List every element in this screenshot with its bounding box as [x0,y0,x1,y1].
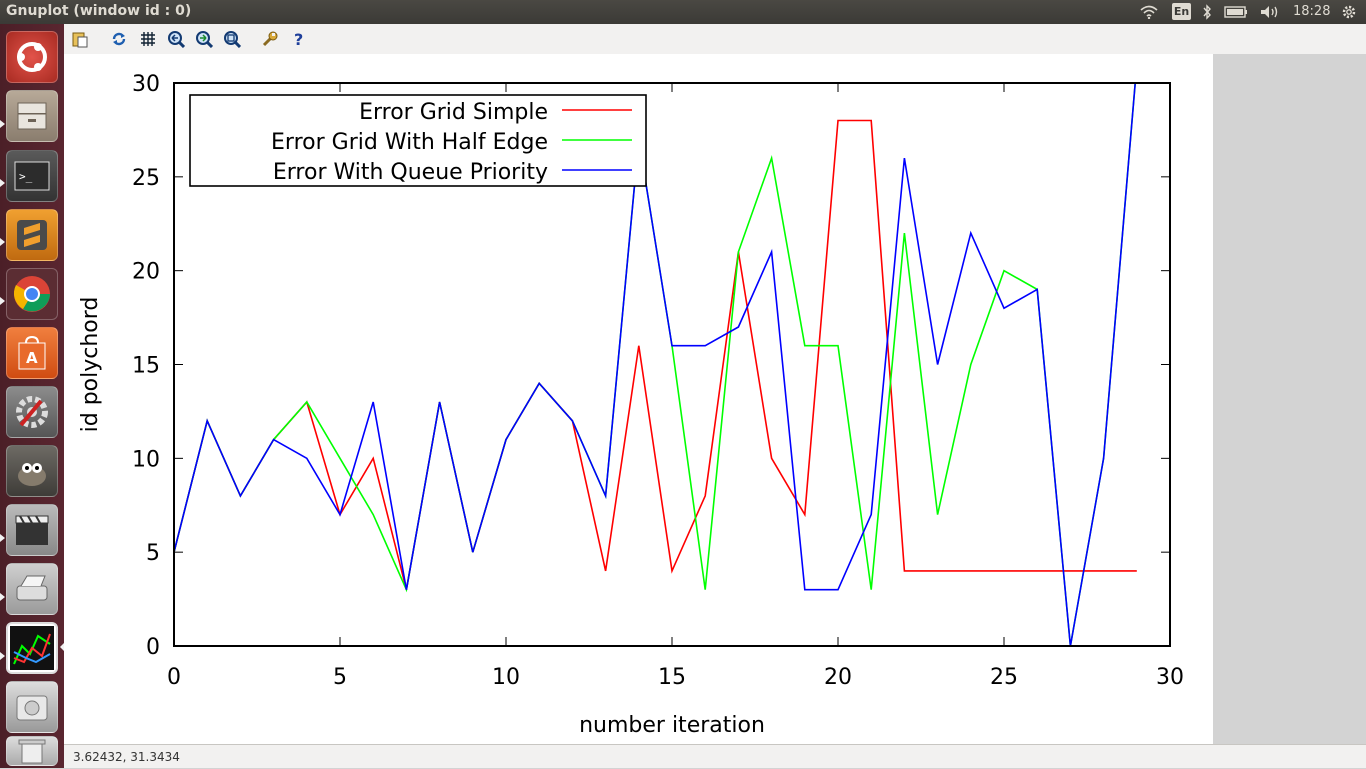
wrench-icon [262,31,278,47]
x-tick-label: 10 [492,665,520,690]
help-icon: ? [294,30,303,48]
y-tick-label: 10 [132,447,160,472]
focused-indicator [60,643,64,651]
top-panel: Gnuplot (window id : 0) En 18:28 [0,0,1366,24]
launcher-item-disk[interactable] [6,681,58,733]
sublime-text-icon [17,220,47,250]
mouse-coordinates: 3.62432, 31.3434 [73,750,180,764]
running-indicator [0,238,5,246]
gimp-icon [18,463,46,486]
launcher-item-gnuplot[interactable] [6,622,58,674]
running-indicator [0,120,5,128]
series-line-1 [174,119,1137,590]
shopping-bag-icon: A [18,335,46,370]
running-indicator [0,593,5,601]
copy-to-clipboard-button[interactable] [70,29,90,49]
launcher-item-scanner[interactable] [6,563,58,615]
autoscale-button[interactable] [222,29,242,49]
replot-button[interactable] [109,29,129,49]
x-tick-label: 30 [1156,665,1184,690]
x-tick-label: 0 [167,665,181,690]
x-tick-label: 15 [658,665,686,690]
y-tick-label: 30 [132,72,160,97]
legend-label: Error Grid With Half Edge [271,130,548,155]
bluetooth-icon[interactable] [1199,0,1215,24]
legend-label: Error Grid Simple [359,100,548,125]
svg-text:A: A [26,349,38,367]
clapperboard-icon [15,515,49,545]
line-chart[interactable]: 0 5 10 15 20 25 30 0 5 10 15 20 25 30 Error Grid Simpl… [64,54,1213,744]
x-tick-label: 20 [824,665,852,690]
y-tick-label: 0 [146,635,160,660]
chromium-icon [13,276,50,312]
running-indicator [0,297,5,305]
zoom-fit-icon [224,31,241,48]
gear-icon[interactable] [1338,0,1360,24]
gnuplot-icon [10,626,54,670]
x-tick-label: 5 [333,665,347,690]
launcher-item-sublime[interactable] [6,209,58,261]
wifi-icon[interactable] [1138,0,1160,24]
canvas-background [1213,54,1366,744]
running-indicator [0,179,5,187]
svg-text:>_: >_ [19,170,33,183]
hard-disk-icon [16,695,48,721]
refresh-icon [112,32,126,46]
plot-frame [173,82,1171,647]
ubuntu-logo-icon [17,42,47,72]
y-tick-label: 25 [132,166,160,191]
launcher-item-videos[interactable] [6,504,58,556]
keyboard-layout-indicator[interactable]: En [1172,3,1191,20]
launcher: >_ A [0,24,64,768]
scanner-icon [16,575,48,601]
launcher-item-system-settings[interactable] [6,386,58,438]
volume-icon[interactable] [1258,0,1282,24]
y-axis-label: id polychord [78,297,103,433]
grid-icon [141,32,155,46]
launcher-item-software-center[interactable]: A [6,327,58,379]
clipboard-icon [72,32,88,48]
help-button[interactable]: ? [289,29,309,49]
battery-icon[interactable] [1222,0,1250,24]
window-title: Gnuplot (window id : 0) [6,3,192,19]
launcher-item-chromium[interactable] [6,268,58,320]
launcher-item-files[interactable] [6,90,58,142]
svg-text:?: ? [294,30,303,48]
launcher-item-dash[interactable] [6,31,58,83]
clock[interactable]: 18:28 [1293,4,1331,19]
legend-label: Error With Queue Priority [273,160,548,185]
x-tick-label: 25 [990,665,1018,690]
running-indicator [0,652,5,660]
previous-zoom-button[interactable] [166,29,186,49]
y-tick-label: 5 [146,541,160,566]
next-zoom-button[interactable] [194,29,214,49]
zoom-back-icon [168,31,185,48]
running-indicator [0,534,5,542]
y-tick-label: 15 [132,354,160,379]
options-button[interactable] [260,29,280,49]
launcher-item-trash[interactable] [6,736,58,766]
gnuplot-toolbar: ? [64,24,1366,54]
zoom-forward-icon [196,31,213,48]
terminal-icon: >_ [14,161,50,191]
settings-gear-icon [16,396,48,428]
toggle-grid-button[interactable] [138,29,158,49]
y-tick-label: 20 [132,260,160,285]
status-bar: 3.62432, 31.3434 [64,744,1366,768]
launcher-item-terminal[interactable]: >_ [6,150,58,202]
file-cabinet-icon [17,102,47,130]
launcher-item-gimp[interactable] [6,445,58,497]
trash-icon [18,739,46,764]
x-axis-label: number iteration [579,713,765,738]
series-line-3 [174,83,1137,646]
